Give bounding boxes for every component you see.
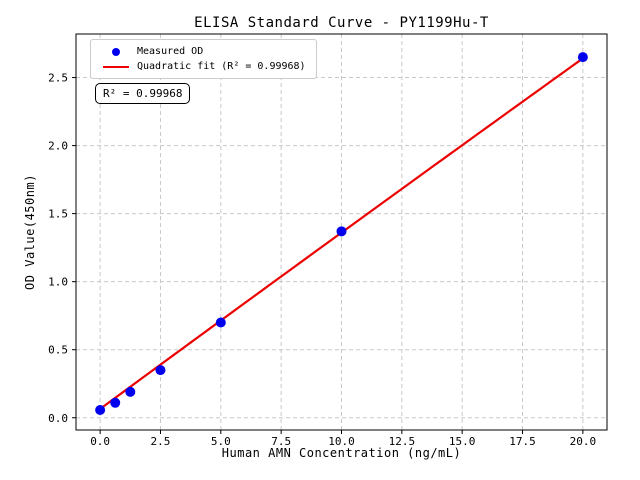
data-point <box>336 226 347 237</box>
legend-marker-cell <box>99 65 133 68</box>
legend: Measured OD Quadratic fit (R² = 0.99968) <box>90 39 317 79</box>
legend-label-quadratic-fit: Quadratic fit (R² = 0.99968) <box>137 61 306 72</box>
x-axis-label: Human AMN Concentration (ng/mL) <box>221 446 462 460</box>
y-tick-label: 0.0 <box>48 412 68 425</box>
data-point <box>215 317 226 328</box>
scatter-marker-icon <box>112 47 120 56</box>
y-tick-label: 0.5 <box>48 344 68 357</box>
data-point <box>125 386 136 397</box>
y-tick-label: 2.5 <box>48 72 68 85</box>
x-tick-label: 12.5 <box>389 435 416 448</box>
x-tick-label: 2.5 <box>151 435 171 448</box>
x-tick-label: 10.0 <box>328 435 355 448</box>
x-tick-label: 15.0 <box>449 435 476 448</box>
data-point <box>95 404 106 415</box>
legend-item-measured-od: Measured OD <box>99 44 306 59</box>
y-axis-label: OD Value(450nm) <box>23 174 37 290</box>
y-tick-label: 2.0 <box>48 140 68 153</box>
x-tick-label: 5.0 <box>211 435 231 448</box>
legend-marker-cell <box>99 47 133 56</box>
r-squared-annotation: R² = 0.99968 <box>95 83 191 104</box>
chart-title: ELISA Standard Curve - PY1199Hu-T <box>194 15 489 31</box>
x-tick-label: 17.5 <box>509 435 536 448</box>
fit-line-marker-icon <box>103 65 129 68</box>
x-tick-label: 20.0 <box>570 435 597 448</box>
data-point <box>110 397 121 408</box>
x-tick-label: 7.5 <box>271 435 291 448</box>
y-tick-label: 1.0 <box>48 276 68 289</box>
data-point <box>577 52 588 63</box>
data-point <box>155 365 166 376</box>
legend-label-measured-od: Measured OD <box>137 46 204 57</box>
x-tick-label: 0.0 <box>90 435 110 448</box>
legend-item-quadratic-fit: Quadratic fit (R² = 0.99968) <box>99 59 306 74</box>
y-tick-label: 1.5 <box>48 208 68 221</box>
